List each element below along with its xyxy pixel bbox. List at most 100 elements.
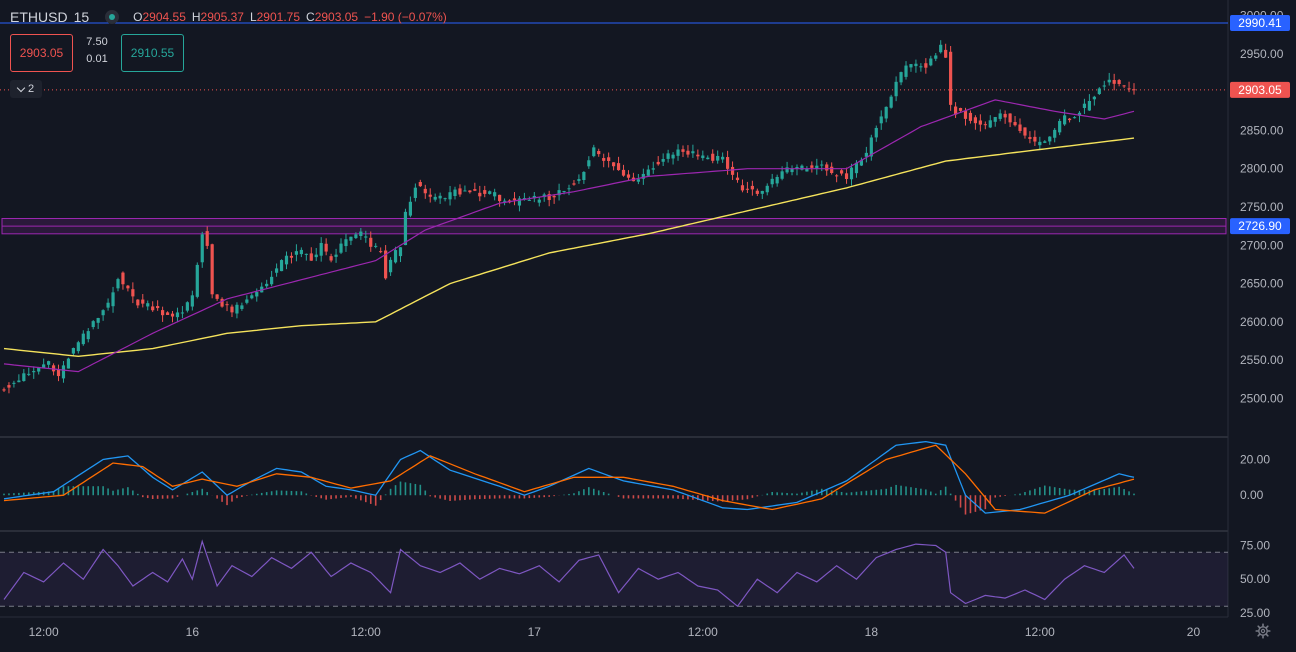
time-tick-label: 12:00 xyxy=(351,625,381,639)
time-tick-label: 12:00 xyxy=(688,625,718,639)
candle xyxy=(1008,113,1012,123)
time-tick-label: 20 xyxy=(1187,625,1201,639)
candle xyxy=(839,170,844,174)
candle xyxy=(547,194,551,201)
candle xyxy=(1043,141,1047,143)
candle xyxy=(433,196,437,200)
indicators-toggle-button[interactable]: 2 xyxy=(10,80,42,98)
sell-button[interactable]: 2903.05 xyxy=(10,34,73,72)
price-tick-label: 2500.00 xyxy=(1240,391,1284,405)
price-tick-label: 2650.00 xyxy=(1240,277,1284,291)
candle xyxy=(830,166,834,173)
candle xyxy=(374,245,378,247)
candle xyxy=(869,137,873,157)
candle xyxy=(483,190,487,194)
candle xyxy=(37,367,41,372)
candle xyxy=(765,185,769,193)
candle xyxy=(557,190,561,196)
candle xyxy=(165,312,170,315)
candle xyxy=(398,247,403,257)
candle xyxy=(146,303,150,307)
chevron-down-icon xyxy=(16,83,26,92)
candle xyxy=(47,361,51,365)
interval-label[interactable]: 15 xyxy=(73,9,90,25)
candle xyxy=(968,112,973,121)
candle xyxy=(448,192,452,200)
candle xyxy=(1038,141,1042,146)
spread-info: 7.50 0.01 xyxy=(78,34,116,68)
candle xyxy=(141,299,145,304)
candle xyxy=(795,167,799,169)
candle xyxy=(160,310,165,316)
candle xyxy=(195,264,199,297)
candle xyxy=(537,199,541,203)
candle xyxy=(22,373,26,381)
candle xyxy=(978,120,982,125)
candle xyxy=(126,285,130,289)
candle xyxy=(602,158,606,161)
candle xyxy=(265,283,269,287)
candle xyxy=(750,185,754,190)
candle xyxy=(329,256,333,261)
candle xyxy=(844,173,849,179)
candle xyxy=(661,159,665,162)
candle xyxy=(274,268,279,273)
candle xyxy=(621,169,626,176)
high-value: 2905.37 xyxy=(200,10,244,24)
candle xyxy=(81,333,85,345)
candle xyxy=(304,253,308,255)
candle xyxy=(651,168,655,170)
candle xyxy=(1112,80,1116,84)
candle xyxy=(270,276,274,285)
candle xyxy=(354,234,358,239)
candle xyxy=(369,237,373,247)
candle xyxy=(810,165,814,168)
candle xyxy=(636,179,640,182)
candle xyxy=(641,173,645,179)
candle xyxy=(453,189,457,197)
candle xyxy=(681,149,685,152)
time-tick-label: 17 xyxy=(528,625,542,639)
macd-tick-label: 20.00 xyxy=(1240,452,1270,466)
candle xyxy=(512,198,517,201)
candle xyxy=(1122,85,1126,87)
candle xyxy=(1058,121,1062,133)
candle xyxy=(949,51,953,105)
candle xyxy=(825,164,829,171)
candle xyxy=(616,163,621,171)
candle xyxy=(721,156,725,160)
candle xyxy=(988,120,992,128)
candle xyxy=(805,168,809,172)
candle xyxy=(532,195,536,199)
candle xyxy=(86,331,90,340)
candle xyxy=(66,358,71,369)
candle xyxy=(607,157,611,161)
candle xyxy=(696,154,700,157)
price-tick-label: 2600.00 xyxy=(1240,315,1284,329)
candle xyxy=(131,289,135,297)
candle xyxy=(527,199,531,201)
candle xyxy=(1013,122,1017,126)
candle xyxy=(111,292,115,307)
candle xyxy=(899,72,903,83)
candle xyxy=(255,292,259,297)
candle xyxy=(42,364,46,369)
symbol-label[interactable]: ETHUSD xyxy=(10,9,68,25)
candle xyxy=(924,63,928,68)
candle xyxy=(185,302,189,311)
candle xyxy=(785,167,789,173)
candle xyxy=(1117,80,1121,85)
price-tick-label: 2800.00 xyxy=(1240,162,1284,176)
quantity-value: 0.01 xyxy=(86,53,108,65)
buy-button[interactable]: 2910.55 xyxy=(121,34,184,72)
candle xyxy=(577,179,581,181)
candle xyxy=(1102,85,1106,87)
price-badge-label: 2903.05 xyxy=(1238,83,1282,97)
candle xyxy=(567,188,571,190)
candle xyxy=(730,166,735,175)
candle xyxy=(344,239,348,247)
settings-gear-icon[interactable] xyxy=(1255,623,1271,639)
moving-average-slow xyxy=(3,137,1135,358)
candle xyxy=(388,259,393,273)
